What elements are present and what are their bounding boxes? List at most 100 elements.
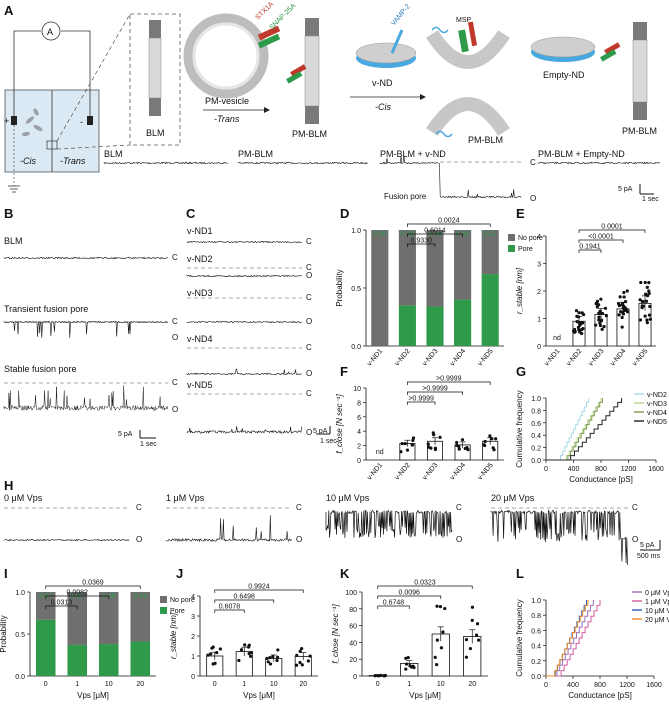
K-data-point xyxy=(435,638,439,642)
K-data-point xyxy=(470,605,475,609)
G-xtick-label: 0 xyxy=(544,466,548,473)
I-bar-pore xyxy=(67,644,88,676)
I-legend-swatch-no-pore xyxy=(160,596,167,603)
K-xtick-label: 10 xyxy=(437,681,445,688)
F-data-point xyxy=(457,447,461,451)
E-data-point xyxy=(622,295,626,299)
h-o-3: O xyxy=(456,535,462,544)
h-o-1: O xyxy=(136,535,142,544)
D-xtick-label: v-ND4 xyxy=(449,348,467,368)
pm-blm-curved-icon xyxy=(426,30,510,69)
K-data-point xyxy=(441,630,445,634)
electrode-trans-icon xyxy=(87,116,93,125)
panel-c: v-ND1 v-ND2 v-ND3 v-ND4 v-ND5 C C O C O … xyxy=(186,226,337,445)
E-data-point xyxy=(580,331,584,336)
K-data-point xyxy=(411,664,415,668)
h-traces xyxy=(3,507,628,566)
c-c-5: C xyxy=(306,389,312,398)
E-data-point xyxy=(597,303,601,307)
E-data-point xyxy=(602,325,606,329)
msp-label: MSP xyxy=(456,17,472,24)
chart-k: 0 20 40 60 80 100 f_close [N sec⁻¹] Vps [μM] 0 1 1… xyxy=(331,580,488,700)
E-data-point xyxy=(580,327,584,332)
h-c-2: C xyxy=(296,503,302,512)
E-data-point xyxy=(640,299,644,304)
c-label-vnd2: v-ND2 xyxy=(187,254,213,264)
F-ytick-label: 8 xyxy=(357,400,361,407)
J-sig-bracket xyxy=(214,609,245,613)
I-ytick-label: 1.0 xyxy=(15,590,25,597)
chart-f: 0 2 4 6 8 10 f_close [N sec⁻¹] nd v-ND1 v-ND2 v-ND… xyxy=(335,376,504,482)
h-trace-10 xyxy=(325,509,453,539)
panel-c-letter: C xyxy=(186,206,196,221)
G-legend-label: v-ND3 xyxy=(647,401,667,408)
E-data-point xyxy=(597,315,601,319)
J-xtick-label: 0 xyxy=(213,681,217,688)
F-data-point xyxy=(400,442,404,446)
a-scale-time: 1 sec xyxy=(642,196,659,203)
panel-a-letter: A xyxy=(4,3,14,18)
E-data-point xyxy=(643,280,647,285)
E-sig-bracket xyxy=(578,249,602,253)
K-data-point xyxy=(438,605,443,609)
G-cdf-line xyxy=(546,398,623,461)
J-data-point xyxy=(295,653,299,657)
I-legend-no-pore: No pore xyxy=(170,597,195,604)
b-c-2: C xyxy=(172,317,178,326)
b-c-3: C xyxy=(172,378,178,387)
D-value-label: 0.62 xyxy=(483,231,497,238)
c-label-vnd3: v-ND3 xyxy=(187,288,213,298)
E-data-point xyxy=(639,280,643,285)
h-o-2: O xyxy=(296,535,302,544)
K-ytick-label: 20 xyxy=(349,657,357,664)
E-data-point xyxy=(599,319,603,323)
E-xtick-label: v-ND4 xyxy=(609,348,627,368)
L-ylabel: Cumulative frequency xyxy=(515,599,524,676)
L-xtick-label: 1200 xyxy=(619,682,635,689)
E-xtick-label: v-ND1 xyxy=(543,348,561,368)
E-xtick-label: v-ND3 xyxy=(587,348,605,368)
G-xlabel: Conductance [pS] xyxy=(569,475,633,484)
F-xtick-label: v-ND2 xyxy=(394,462,412,482)
L-legend-label: 0 μM Vps xyxy=(645,590,669,597)
J-data-point xyxy=(266,660,270,664)
E-data-point xyxy=(598,323,603,328)
E-data-point xyxy=(622,290,626,295)
J-data-point xyxy=(306,659,310,663)
E-data-point xyxy=(600,311,605,316)
E-data-point xyxy=(580,311,584,315)
L-cdf-line xyxy=(546,600,589,677)
E-ytick-label: 1 xyxy=(537,317,541,324)
h-c-3: C xyxy=(456,503,462,512)
G-cdf-line xyxy=(546,398,590,461)
I-ytick-label: 0.0 xyxy=(15,674,25,681)
E-data-point xyxy=(647,291,651,295)
chart-j: 0 1 2 3 4 r_stable [nm] Vps [μM] 0 1 10 20 0.9924 0.… xyxy=(169,584,318,700)
J-data-point xyxy=(300,663,304,667)
J-data-point xyxy=(249,654,253,658)
K-ytick-label: 40 xyxy=(349,640,357,647)
D-pvalue: 0.9330 xyxy=(410,238,432,245)
J-data-point xyxy=(308,654,312,658)
D-xtick-label: v-ND5 xyxy=(477,348,495,368)
J-xtick-label: 20 xyxy=(299,681,307,688)
a-traces xyxy=(103,154,660,199)
b-label-stable: Stable fusion pore xyxy=(4,364,77,374)
K-pvalue: 0.6748 xyxy=(383,600,405,607)
b-o-2: O xyxy=(172,333,178,342)
J-data-point xyxy=(211,662,215,666)
blm-inset xyxy=(129,13,181,146)
E-data-point xyxy=(594,302,598,306)
I-legend-pore: Pore xyxy=(170,608,185,615)
J-ytick-label: 1 xyxy=(191,654,195,661)
v-nd-label: v-ND xyxy=(372,78,393,88)
G-cdf-line xyxy=(546,398,602,461)
L-xtick-label: 0 xyxy=(544,682,548,689)
c-label-vnd5: v-ND5 xyxy=(187,380,213,390)
K-pvalue: 0.0323 xyxy=(414,580,436,587)
I-legend-swatch-pore xyxy=(160,607,167,614)
cis-arrow-label: -Cis xyxy=(375,102,391,112)
pm-blm-label-3: PM-BLM xyxy=(622,126,657,136)
E-xtick-label: v-ND2 xyxy=(565,348,583,368)
K-data-point xyxy=(377,674,381,678)
